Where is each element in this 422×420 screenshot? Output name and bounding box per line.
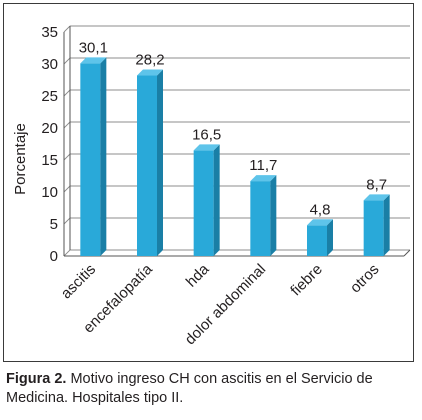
- gridline-depth: [63, 25, 71, 33]
- bar-front: [80, 63, 101, 256]
- y-tick-label: 0: [50, 248, 58, 265]
- bar: [137, 69, 163, 257]
- bar-side: [157, 69, 163, 257]
- gridline-depth: [63, 153, 71, 161]
- bar-front: [193, 150, 214, 256]
- grid-lines: [63, 25, 410, 257]
- gridline-depth: [63, 57, 71, 65]
- gridline-depth: [63, 217, 71, 225]
- bar-front: [307, 225, 327, 256]
- gridline-depth: [63, 249, 71, 257]
- bar-top: [137, 69, 163, 76]
- bar: [193, 144, 220, 256]
- bar-top: [363, 194, 390, 201]
- figure-caption-text: Motivo ingreso CH con ascitis en el Serv…: [6, 371, 373, 406]
- x-tick-label: ascitis: [58, 261, 99, 302]
- bar-front: [250, 181, 271, 256]
- y-tick-label: 30: [41, 56, 58, 73]
- y-axis-title: Porcentaje: [12, 123, 29, 195]
- data-label: 16,5: [192, 126, 221, 143]
- bar: [250, 175, 277, 256]
- figure-label: Figura 2.: [6, 371, 67, 387]
- bar-front: [363, 200, 384, 256]
- data-label: 28,2: [135, 52, 164, 69]
- chart-frame: 0 5 10 15 20 25 30 35 ascitis encefalopatía hda dol…: [3, 3, 414, 362]
- x-tick-label: hda: [183, 260, 213, 290]
- bar-side: [100, 57, 107, 256]
- bar-side: [213, 144, 220, 256]
- figure-caption: Figura 2. Motivo ingreso CH con ascitis …: [6, 370, 416, 408]
- y-tick-label: 5: [50, 216, 58, 233]
- x-tick-label: fiebre: [287, 261, 326, 300]
- data-label: 30,1: [79, 39, 108, 56]
- y-tick-label: 10: [41, 184, 58, 201]
- data-label: 4,8: [310, 201, 331, 218]
- bar-top: [80, 57, 107, 64]
- y-tick-label: 25: [41, 88, 58, 105]
- floor-edge: [403, 249, 411, 257]
- bar: [80, 57, 107, 256]
- gridline-depth: [63, 185, 71, 193]
- bar-side: [327, 219, 333, 256]
- bar-side: [270, 175, 277, 256]
- y-tick-label: 35: [41, 24, 58, 41]
- bar: [307, 219, 333, 256]
- bars: [80, 57, 390, 257]
- x-tick-label: otros: [347, 261, 383, 297]
- bar-side: [383, 194, 390, 256]
- bar-top: [250, 175, 277, 182]
- bar-front: [137, 75, 157, 257]
- bar-top: [193, 144, 220, 151]
- data-label: 8,7: [366, 176, 387, 193]
- gridline-depth: [63, 89, 71, 97]
- bar: [363, 194, 390, 256]
- gridline-depth: [63, 121, 71, 129]
- y-tick-label: 20: [41, 120, 58, 137]
- data-label: 11,7: [249, 157, 277, 174]
- y-tick-label: 15: [41, 152, 58, 169]
- bar-top: [307, 219, 333, 226]
- data-labels: 30,1 28,2 16,5 11,7 4,8 8,7: [79, 39, 387, 218]
